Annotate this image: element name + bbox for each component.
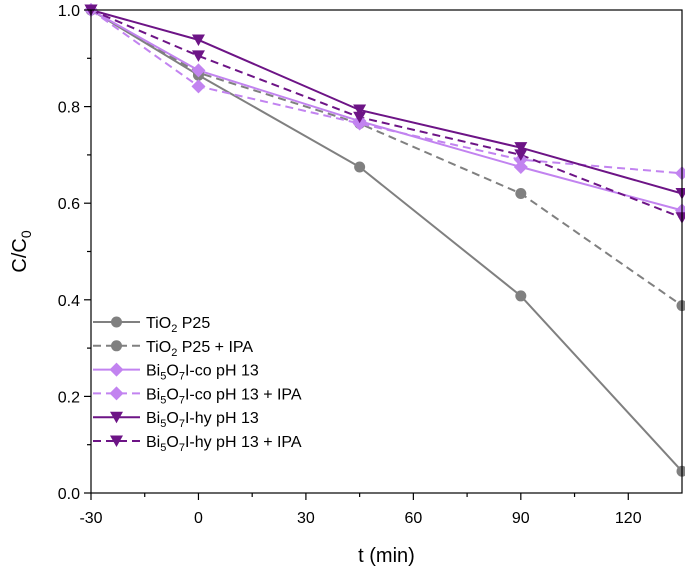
y-axis-title: C/C0 <box>9 230 34 272</box>
legend-label: Bi5O7I-co pH 13 + IPA <box>146 386 302 406</box>
legend-item-bi5o7i-co: Bi5O7I-co pH 13 <box>93 362 259 383</box>
axes: -30 0 30 60 90 120 0.0 0.2 0.4 0.6 0.8 1.0 t (min) C/… <box>9 3 683 567</box>
y-tick-label: 0.4 <box>58 293 80 310</box>
y-tick-label: 0.6 <box>58 196 80 213</box>
x-axis-title: t (min) <box>358 545 415 567</box>
data-point-bi5o7i-co-ipa-1 <box>191 79 206 94</box>
x-tick-label: 30 <box>297 510 315 527</box>
data-point-bi5o7i-hy-ipa-1 <box>191 50 205 62</box>
plot-area <box>84 3 685 477</box>
legend-item-bi5o7i-hy-ipa: Bi5O7I-hy pH 13 + IPA <box>93 434 302 454</box>
x-tick-label: 0 <box>194 510 203 527</box>
legend-item-bi5o7i-hy: Bi5O7I-hy pH 13 <box>93 410 259 430</box>
y-tick-label: 0.8 <box>58 100 80 117</box>
y-tick-label: 0.0 <box>58 486 80 503</box>
legend-label: Bi5O7I-hy pH 13 + IPA <box>146 434 302 454</box>
series-line-bi5o7i-co <box>90 9 683 212</box>
legend-item-tio2-p25: TiO2 P25 <box>93 315 210 335</box>
data-point-bi5o7i-hy-3 <box>514 142 528 154</box>
legend-marker-triangle-down <box>110 411 123 424</box>
legend-item-tio2-p25-ipa: TiO2 P25 + IPA <box>93 339 253 359</box>
y-tick-label: 1.0 <box>58 3 80 20</box>
y-tick-label: 0.2 <box>58 389 80 406</box>
data-point-tio2-p25-ipa-4 <box>676 300 685 312</box>
data-point-tio2-p25-4 <box>676 465 685 477</box>
legend-marker-circle <box>111 340 122 352</box>
data-point-bi5o7i-hy-1 <box>191 34 205 46</box>
data-point-bi5o7i-hy-ipa-4 <box>675 212 685 224</box>
data-point-bi5o7i-hy-ipa-2 <box>353 111 367 124</box>
data-point-bi5o7i-hy-ipa-3 <box>514 149 528 161</box>
legend-label: TiO2 P25 <box>146 315 210 335</box>
legend-label: Bi5O7I-co pH 13 <box>146 363 259 383</box>
x-tick-label: -30 <box>79 510 102 527</box>
data-point-tio2-p25-2 <box>354 161 366 173</box>
data-point-bi5o7i-hy-4 <box>675 188 685 200</box>
legend-marker-triangle-down <box>110 435 123 447</box>
x-tick-label: 60 <box>404 510 422 527</box>
legend-marker-diamond <box>109 386 124 401</box>
legend: TiO2 P25 TiO2 P25 + IPA Bi5O7I-co pH 13 Bi5… <box>93 315 302 454</box>
data-point-tio2-p25-ipa-3 <box>515 188 527 200</box>
data-point-tio2-p25-3 <box>515 290 527 302</box>
data-point-bi5o7i-co-3 <box>513 159 528 174</box>
data-point-bi5o7i-co-ipa-4 <box>675 166 685 181</box>
legend-label: Bi5O7I-hy pH 13 <box>146 410 259 430</box>
x-tick-label: 120 <box>615 510 642 527</box>
series-line-tio2-p25-ipa <box>90 9 683 307</box>
legend-marker-diamond <box>109 362 124 377</box>
legend-marker-circle <box>111 316 122 328</box>
data-point-bi5o7i-co-ipa-2 <box>352 116 367 131</box>
data-point-bi5o7i-hy-2 <box>353 104 367 116</box>
data-point-bi5o7i-co-1 <box>191 63 206 78</box>
legend-item-bi5o7i-co-ipa: Bi5O7I-co pH 13 + IPA <box>93 386 302 406</box>
legend-label: TiO2 P25 + IPA <box>146 339 253 359</box>
x-tick-label: 90 <box>512 510 530 527</box>
